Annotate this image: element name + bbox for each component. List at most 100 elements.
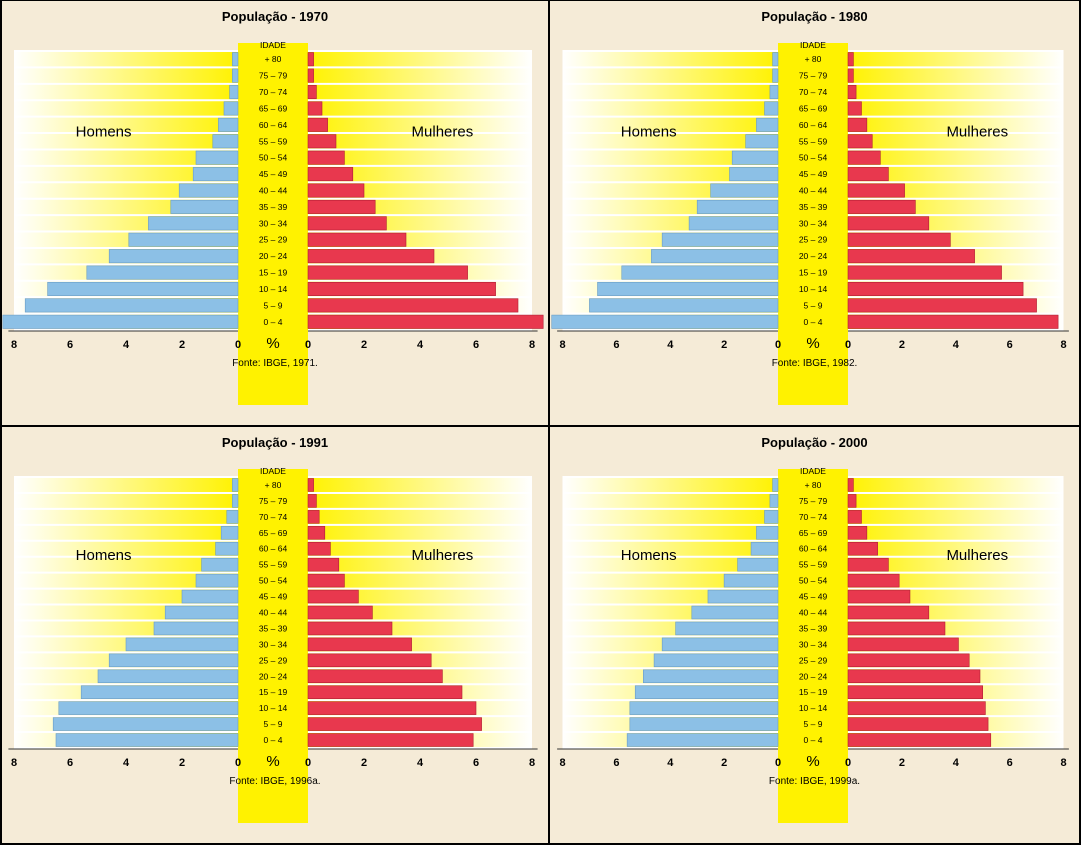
men-bar bbox=[229, 85, 239, 100]
age-tick-label: 30 – 34 bbox=[799, 639, 828, 649]
age-tick-label: + 80 bbox=[805, 54, 822, 64]
age-tick-label: 5 – 9 bbox=[804, 719, 823, 729]
age-tick-label: 15 – 19 bbox=[799, 687, 828, 697]
women-bar bbox=[307, 167, 354, 182]
age-tick-label: 25 – 29 bbox=[259, 235, 288, 245]
men-bar bbox=[675, 621, 779, 636]
age-tick-label: 20 – 24 bbox=[799, 251, 828, 261]
age-tick-label: + 80 bbox=[805, 480, 822, 490]
age-tick-label: 60 – 64 bbox=[259, 120, 288, 130]
age-tick-label: 35 – 39 bbox=[799, 202, 828, 212]
women-bar bbox=[307, 621, 393, 636]
age-tick-label: 55 – 59 bbox=[799, 560, 828, 570]
men-bar bbox=[696, 199, 779, 214]
men-bar bbox=[745, 134, 779, 149]
men-bar bbox=[148, 216, 239, 231]
x-tick-label-right: 8 bbox=[1060, 339, 1066, 351]
men-bar bbox=[201, 557, 239, 572]
x-tick-label-right: 0 bbox=[305, 339, 311, 351]
age-tick-label: + 80 bbox=[265, 480, 282, 490]
chart-title: População - 2000 bbox=[761, 435, 867, 450]
women-bar bbox=[847, 167, 889, 182]
men-bar bbox=[164, 605, 239, 620]
series-label-homens: Homens bbox=[621, 123, 677, 140]
age-band bbox=[238, 43, 308, 405]
x-tick-label-right: 0 bbox=[845, 339, 851, 351]
x-tick-label-left: 0 bbox=[235, 757, 241, 769]
age-tick-label: 5 – 9 bbox=[264, 719, 283, 729]
women-bar bbox=[307, 68, 314, 83]
pyramid-panel: 0 – 4 5 – 9 10 – 14 15 – 19 20 – 24 25 – 29 30… bbox=[550, 427, 1079, 843]
women-bar bbox=[307, 101, 323, 116]
men-bar bbox=[128, 232, 239, 247]
women-bar bbox=[307, 589, 359, 604]
men-bar bbox=[688, 216, 779, 231]
age-tick-label: 50 – 54 bbox=[799, 153, 828, 163]
women-bar bbox=[307, 298, 519, 313]
men-bar bbox=[651, 249, 779, 264]
men-bar bbox=[181, 589, 239, 604]
women-bar bbox=[847, 621, 946, 636]
men-bar bbox=[551, 314, 779, 329]
men-bar bbox=[756, 526, 779, 540]
age-tick-label: 40 – 44 bbox=[259, 608, 288, 618]
x-tick-label-right: 6 bbox=[473, 757, 479, 769]
age-tick-label: 30 – 34 bbox=[259, 218, 288, 228]
pyramid-chart: 0 – 4 5 – 9 10 – 14 15 – 19 20 – 24 25 – 29 30… bbox=[551, 9, 1069, 405]
pyramid-panel: 0 – 4 5 – 9 10 – 14 15 – 19 20 – 24 25 – 29 30… bbox=[2, 1, 548, 425]
series-label-mulheres: Mulheres bbox=[412, 547, 474, 564]
age-band bbox=[238, 469, 308, 823]
series-label-mulheres: Mulheres bbox=[412, 123, 474, 140]
pyramid-panel: 0 – 4 5 – 9 10 – 14 15 – 19 20 – 24 25 – 29 30… bbox=[550, 1, 1079, 425]
women-bar bbox=[307, 134, 337, 149]
men-bar bbox=[232, 494, 239, 508]
women-bar bbox=[847, 573, 900, 588]
men-bar bbox=[629, 701, 779, 715]
women-bar bbox=[847, 150, 881, 165]
age-tick-label: 55 – 59 bbox=[259, 560, 288, 570]
x-tick-label-right: 4 bbox=[417, 757, 424, 769]
series-label-mulheres: Mulheres bbox=[946, 547, 1008, 564]
age-tick-label: 0 – 4 bbox=[264, 317, 283, 327]
age-tick-label: 35 – 39 bbox=[799, 623, 828, 633]
series-label-mulheres: Mulheres bbox=[946, 123, 1008, 140]
men-bar bbox=[772, 52, 779, 67]
x-axis-unit: % bbox=[806, 335, 819, 352]
men-bar bbox=[192, 167, 239, 182]
women-bar bbox=[847, 701, 986, 715]
x-tick-label-left: 6 bbox=[67, 757, 73, 769]
women-bar bbox=[847, 541, 878, 556]
women-bar bbox=[307, 637, 412, 652]
women-bar bbox=[847, 85, 857, 100]
men-bar bbox=[737, 557, 779, 572]
women-bar bbox=[307, 478, 314, 492]
x-tick-label-left: 4 bbox=[123, 339, 130, 351]
women-bar bbox=[307, 183, 365, 198]
age-tick-label: 75 – 79 bbox=[259, 496, 288, 506]
age-tick-label: 25 – 29 bbox=[799, 235, 828, 245]
pyramid-panel: 0 – 4 5 – 9 10 – 14 15 – 19 20 – 24 25 – 29 30… bbox=[2, 427, 548, 843]
x-tick-label-right: 2 bbox=[899, 339, 905, 351]
men-bar bbox=[707, 589, 779, 604]
age-tick-label: 65 – 69 bbox=[259, 528, 288, 538]
age-tick-label: 10 – 14 bbox=[259, 284, 288, 294]
x-tick-label-right: 4 bbox=[953, 757, 960, 769]
frame-top-line bbox=[0, 0, 1081, 1]
age-tick-label: 10 – 14 bbox=[259, 703, 288, 713]
men-bar bbox=[629, 717, 779, 731]
men-bar bbox=[108, 653, 239, 668]
women-bar bbox=[307, 557, 340, 572]
frame-horizontal-divider bbox=[0, 425, 1081, 427]
age-tick-label: 15 – 19 bbox=[799, 268, 828, 278]
x-tick-label-right: 6 bbox=[1007, 339, 1013, 351]
chart-source: Fonte: IBGE, 1982. bbox=[772, 358, 858, 369]
age-tick-label: 5 – 9 bbox=[264, 300, 283, 310]
men-bar bbox=[108, 249, 239, 264]
women-bar bbox=[847, 101, 862, 116]
men-bar bbox=[764, 510, 779, 524]
women-bar bbox=[847, 637, 959, 652]
x-tick-label-left: 2 bbox=[721, 757, 727, 769]
x-tick-label-left: 4 bbox=[123, 757, 130, 769]
chart-title: População - 1991 bbox=[222, 435, 328, 450]
